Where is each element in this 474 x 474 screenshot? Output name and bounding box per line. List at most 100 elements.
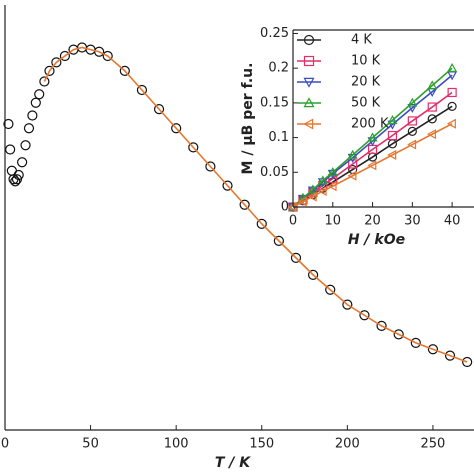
series-line [292,91,453,208]
marker [273,235,284,246]
marker [447,62,458,72]
y-tick-label: 0 [281,200,289,215]
marker [5,144,16,155]
marker [444,350,456,361]
marker [426,129,437,140]
x-tick-label: 20 [364,214,381,229]
marker [462,356,473,368]
x-axis-label: T / K [215,455,251,471]
marker [427,344,439,355]
marker [17,157,28,168]
marker [407,116,417,126]
x-tick-label: 10 [325,214,342,229]
x-tick-label: 0 [289,214,297,229]
marker [367,132,378,142]
marker [427,80,438,90]
marker [347,170,357,181]
marker [44,65,55,76]
marker [30,97,41,108]
marker [303,118,314,130]
x-tick-label: 0 [1,437,9,452]
legend-label: 20 K [351,75,381,90]
legend-label: 4 K [351,33,372,48]
marker [303,55,315,67]
marker [23,123,35,134]
marker [102,50,113,62]
marker [290,252,302,263]
plot-area [287,62,458,213]
x-tick-label: 30 [404,214,421,229]
marker [308,269,319,280]
marker [427,114,437,124]
series-line [43,46,468,363]
marker [188,142,199,153]
legend-label: 200 K [351,117,389,132]
marker [153,104,165,115]
marker [119,65,130,76]
marker [3,118,14,130]
marker [325,284,336,295]
marker [303,34,315,46]
marker [136,84,148,96]
series-line [292,122,453,208]
marker [303,77,315,88]
marker [407,139,417,150]
plot-area [3,42,473,368]
marker [393,329,404,340]
marker [6,165,17,176]
marker [39,76,50,87]
y-axis-label: M / μB per f.u. [240,63,256,175]
marker [410,337,421,348]
legend-label: 50 K [351,96,381,111]
marker [222,180,233,191]
marker [367,160,377,171]
marker [13,169,24,181]
marker [327,167,338,177]
x-tick-label: 250 [421,437,446,452]
marker [446,118,456,129]
marker [348,159,358,169]
marker [447,101,457,111]
marker [376,320,387,331]
marker [427,102,437,112]
x-tick-label: 40 [444,214,461,229]
y-tick-label: 0.1 [268,130,289,145]
marker [34,89,45,100]
marker [256,218,267,229]
marker [27,110,38,121]
x-tick-label: 100 [164,437,189,452]
marker [20,140,31,151]
y-tick-label: 0.05 [260,165,289,180]
y-tick-label: 0.15 [260,95,289,110]
marker [327,181,337,192]
marker [51,57,62,68]
marker [239,199,250,210]
marker [407,126,417,136]
marker [387,149,397,160]
marker [10,176,21,187]
x-tick-label: 200 [335,437,360,452]
marker [307,191,317,202]
x-tick-label: 50 [82,437,99,452]
marker [205,161,216,172]
marker [447,87,457,98]
marker [307,184,318,194]
marker [317,186,327,197]
marker [94,46,105,57]
y-tick-label: 0.2 [268,61,289,76]
marker [342,299,353,310]
marker [59,50,71,62]
marker [347,149,358,159]
x-axis-label: H / kOe [348,232,405,248]
marker [303,97,315,108]
y-tick-label: 0.25 [260,26,289,41]
marker [387,114,398,125]
legend-label: 10 K [351,54,381,69]
marker [407,97,418,107]
marker [407,103,418,113]
marker [387,130,398,141]
marker [317,175,328,185]
marker [297,196,307,207]
marker [359,310,370,321]
